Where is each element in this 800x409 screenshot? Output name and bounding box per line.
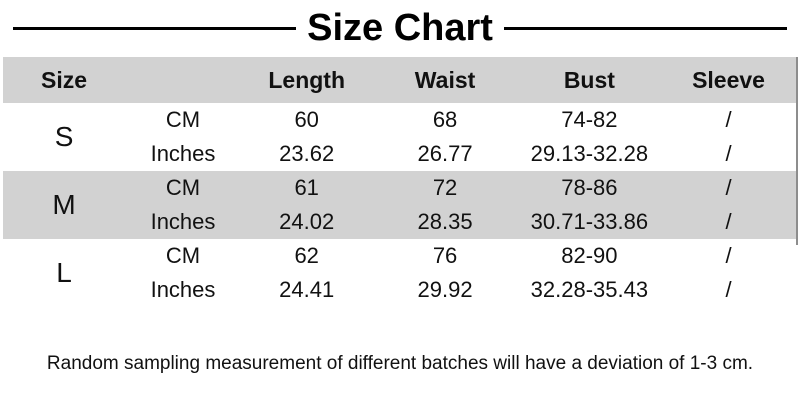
sleeve-value: / <box>725 243 732 268</box>
size-label: M <box>52 189 76 220</box>
length-value: 24.41 <box>279 277 335 302</box>
sleeve-value: / <box>725 277 732 302</box>
bust-value: 78-86 <box>561 175 618 200</box>
sleeve-value: / <box>725 209 732 234</box>
waist-value: 76 <box>432 243 458 268</box>
header-waist: Waist <box>414 66 476 93</box>
bust-value: 32.28-35.43 <box>530 277 649 302</box>
header-size: Size <box>41 66 88 93</box>
table-header-row: Size Length Waist Bust Sleeve <box>3 57 796 103</box>
header-bust: Bust <box>563 66 615 93</box>
header-sleeve: Sleeve <box>692 66 765 93</box>
unit-label: CM <box>165 175 201 200</box>
deviation-note: Random sampling measurement of different… <box>46 353 754 374</box>
length-value: 24.02 <box>279 209 335 234</box>
unit-label: Inches <box>150 277 216 302</box>
unit-label: CM <box>165 243 201 268</box>
unit-label: Inches <box>150 141 216 166</box>
sleeve-value: / <box>725 175 732 200</box>
title-rule-left <box>13 27 297 30</box>
bust-value: 74-82 <box>561 107 618 132</box>
size-label: L <box>56 257 72 288</box>
size-table: Size Length Waist Bust Sleeve S CM 60 68… <box>3 57 796 307</box>
page-title: Size Chart <box>307 7 493 49</box>
header-length: Length <box>268 66 346 93</box>
waist-value: 68 <box>432 107 458 132</box>
unit-label: Inches <box>150 209 216 234</box>
waist-value: 72 <box>432 175 458 200</box>
table-row-group-s: S CM 60 68 74-82 / Inches 23.62 26.77 29… <box>3 103 796 171</box>
length-value: 61 <box>294 175 319 200</box>
waist-value: 26.77 <box>417 141 473 166</box>
table-row-group-l: L CM 62 76 82-90 / Inches 24.41 29.92 32… <box>3 239 796 307</box>
table-row-group-m: M CM 61 72 78-86 / Inches 24.02 28.35 30… <box>3 171 796 239</box>
sleeve-value: / <box>725 107 732 132</box>
title-row: Size Chart <box>0 0 800 57</box>
length-value: 62 <box>294 243 319 268</box>
title-rule-right <box>503 27 788 30</box>
waist-value: 29.92 <box>417 277 473 302</box>
bust-value: 29.13-32.28 <box>530 141 649 166</box>
waist-value: 28.35 <box>417 209 473 234</box>
length-value: 23.62 <box>279 141 335 166</box>
bust-value: 30.71-33.86 <box>530 209 649 234</box>
table-right-border <box>796 57 798 245</box>
size-label: S <box>54 121 74 152</box>
sleeve-value: / <box>725 141 732 166</box>
bust-value: 82-90 <box>561 243 618 268</box>
length-value: 60 <box>294 107 319 132</box>
header-unit-spacer <box>125 57 241 103</box>
unit-label: CM <box>165 107 201 132</box>
